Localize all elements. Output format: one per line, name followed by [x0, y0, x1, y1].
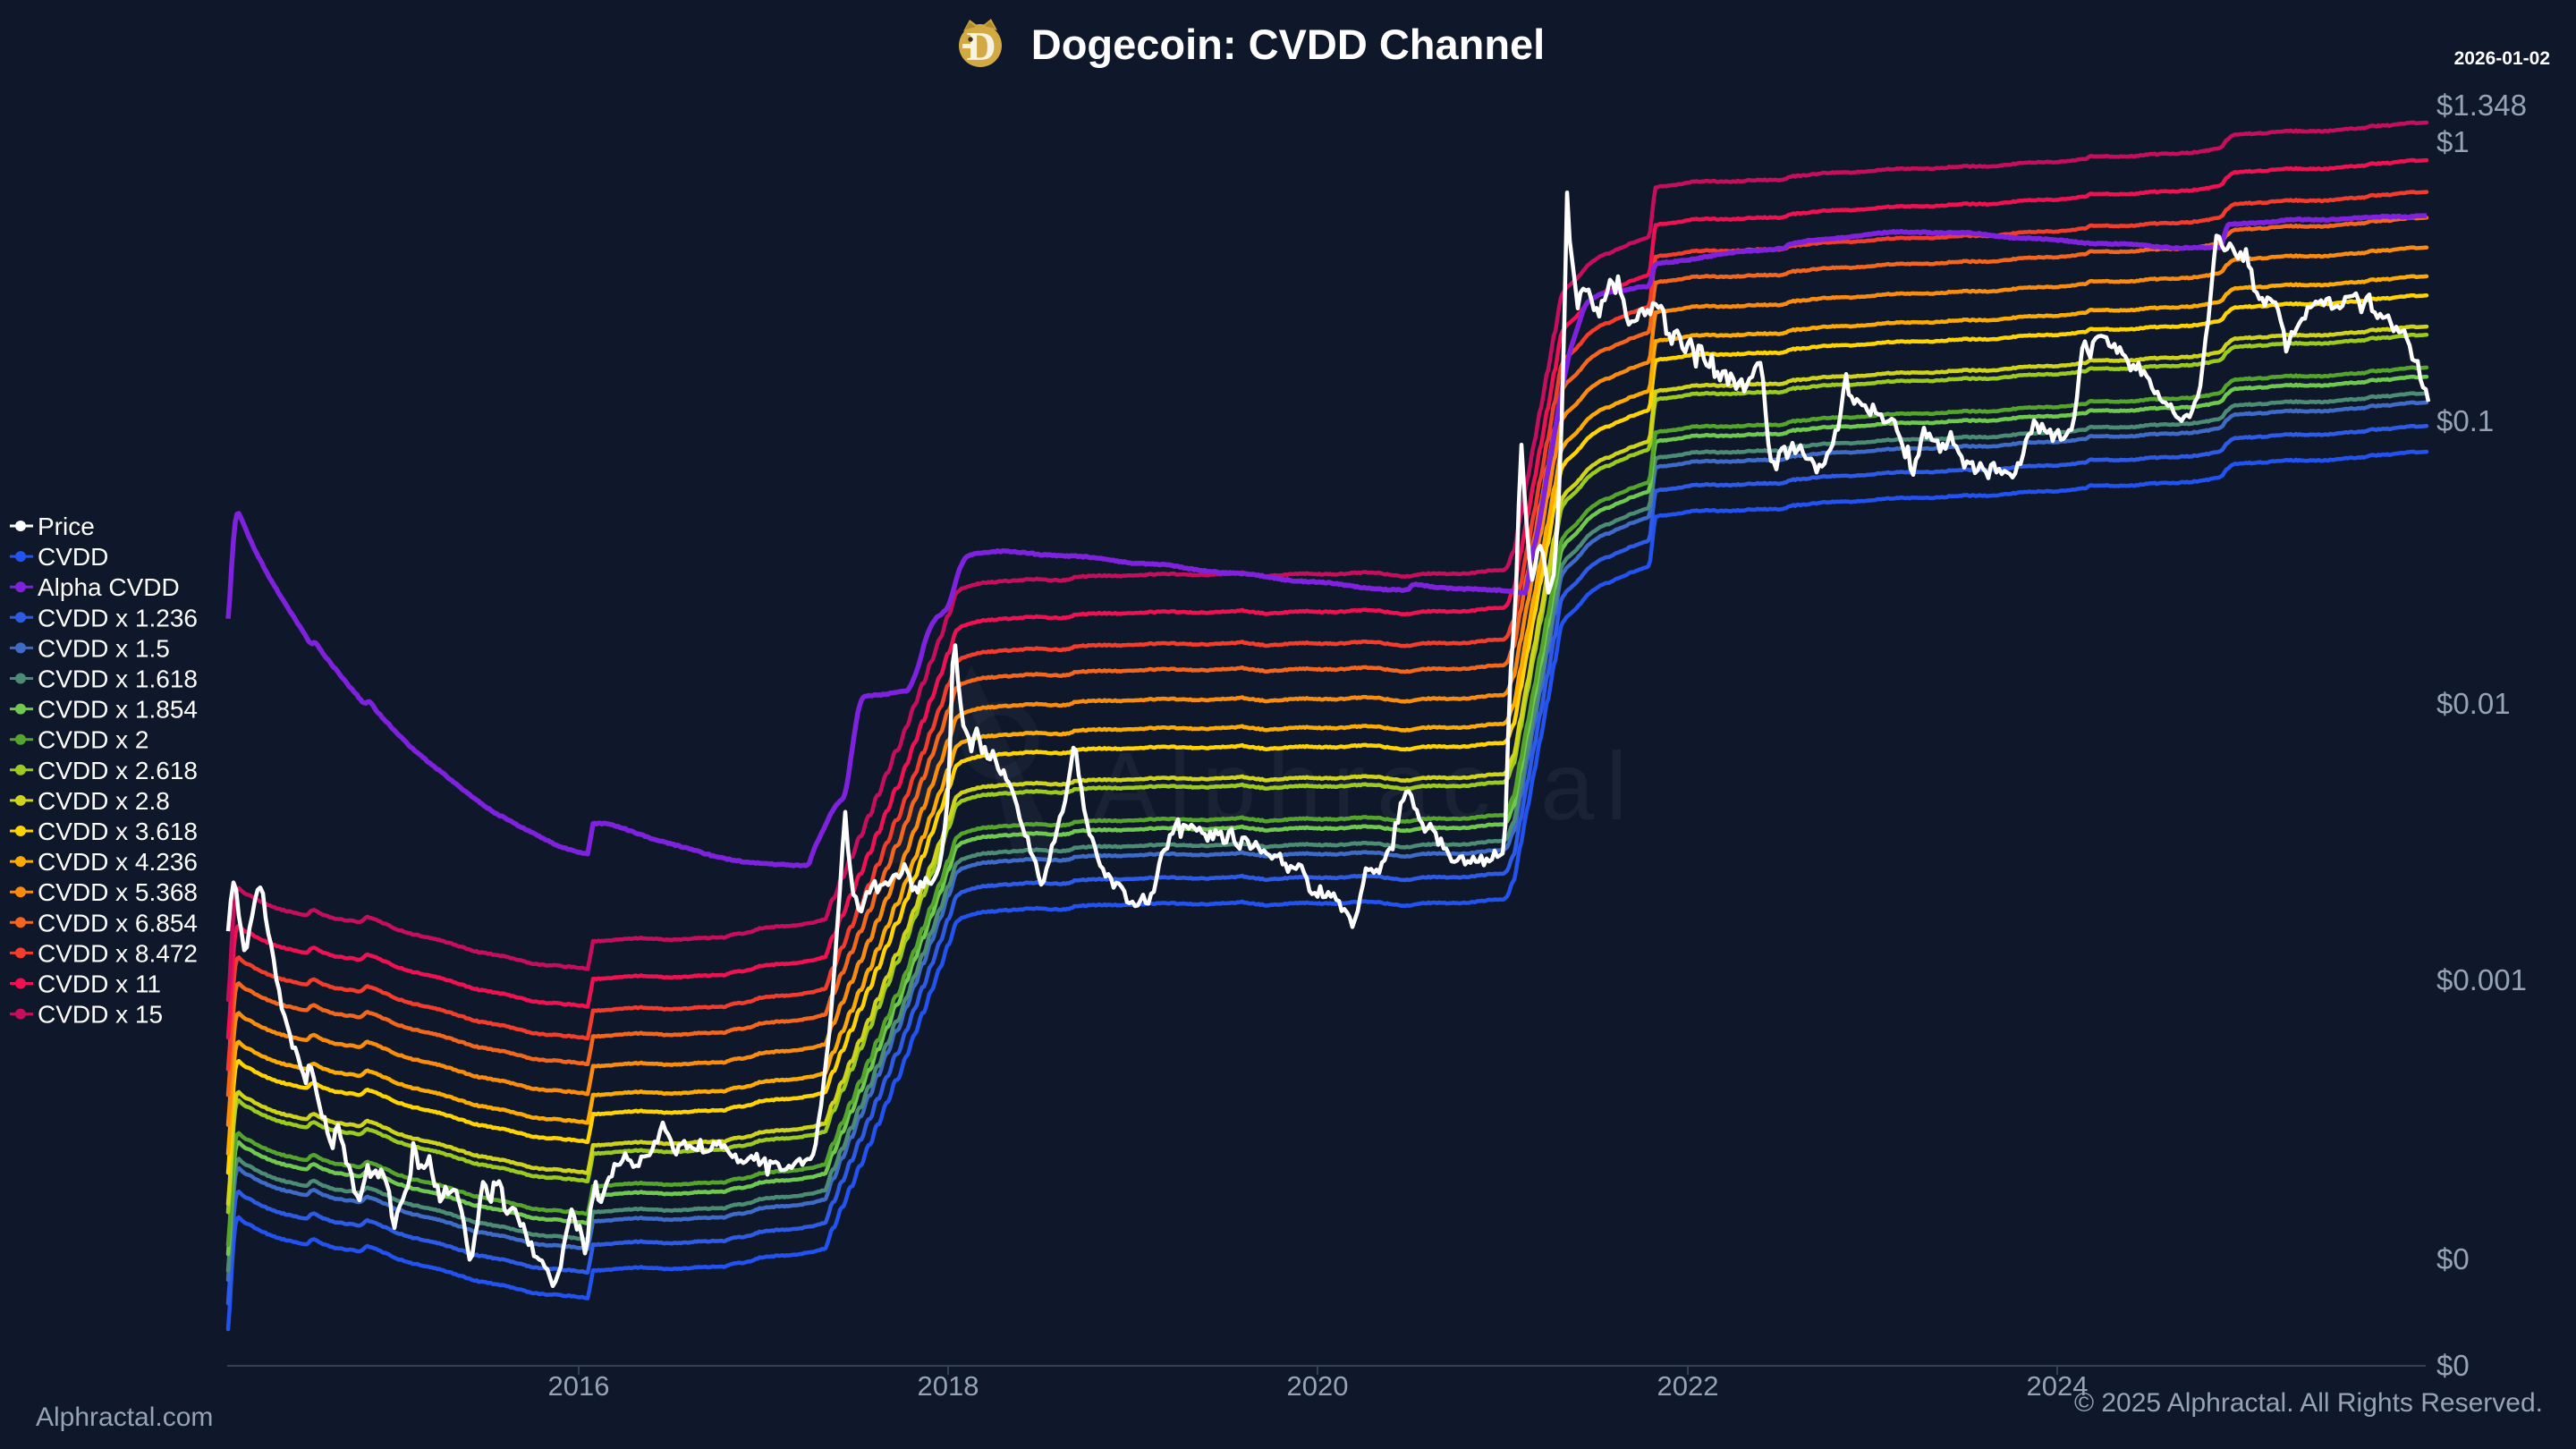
svg-text:2022: 2022 [1657, 1370, 1719, 1402]
svg-text:CVDD x 2.618: CVDD x 2.618 [38, 757, 198, 784]
svg-text:$0: $0 [2436, 1349, 2470, 1382]
svg-text:2026-01-02: 2026-01-02 [2454, 48, 2550, 69]
svg-text:© 2025 Alphractal. All Rights: © 2025 Alphractal. All Rights Reserved. [2074, 1388, 2543, 1418]
svg-text:$0.01: $0.01 [2436, 687, 2511, 720]
svg-text:CVDD x 4.236: CVDD x 4.236 [38, 848, 198, 876]
svg-text:CVDD: CVDD [38, 543, 108, 571]
svg-text:Dogecoin: CVDD Channel: Dogecoin: CVDD Channel [1031, 21, 1545, 68]
svg-text:CVDD x 1.236: CVDD x 1.236 [38, 604, 198, 631]
svg-text:$0.1: $0.1 [2436, 404, 2494, 437]
svg-text:CVDD x 2: CVDD x 2 [38, 726, 148, 754]
svg-text:CVDD x 2.8: CVDD x 2.8 [38, 787, 170, 815]
svg-text:2024: 2024 [2027, 1370, 2089, 1402]
svg-text:$1: $1 [2436, 125, 2470, 158]
svg-text:CVDD x 6.854: CVDD x 6.854 [38, 909, 198, 936]
svg-text:CVDD x 5.368: CVDD x 5.368 [38, 878, 198, 906]
svg-text:Alpha CVDD: Alpha CVDD [38, 573, 180, 601]
svg-text:CVDD x 1.854: CVDD x 1.854 [38, 696, 198, 724]
svg-text:CVDD x 3.618: CVDD x 3.618 [38, 818, 198, 845]
svg-text:CVDD x 15: CVDD x 15 [38, 1001, 163, 1029]
svg-text:$0.001: $0.001 [2436, 963, 2527, 996]
svg-text:$0: $0 [2436, 1242, 2470, 1275]
svg-text:CVDD x 1.5: CVDD x 1.5 [38, 634, 170, 662]
svg-text:$1.348: $1.348 [2436, 89, 2527, 122]
svg-text:Alphractal.com: Alphractal.com [36, 1402, 213, 1432]
svg-text:2020: 2020 [1287, 1370, 1349, 1402]
svg-text:2016: 2016 [548, 1370, 610, 1402]
svg-text:2018: 2018 [918, 1370, 979, 1402]
svg-text:CVDD x 8.472: CVDD x 8.472 [38, 939, 198, 967]
svg-text:Price: Price [38, 513, 95, 540]
svg-text:CVDD x 1.618: CVDD x 1.618 [38, 665, 198, 693]
svg-text:CVDD x 11: CVDD x 11 [38, 970, 161, 998]
